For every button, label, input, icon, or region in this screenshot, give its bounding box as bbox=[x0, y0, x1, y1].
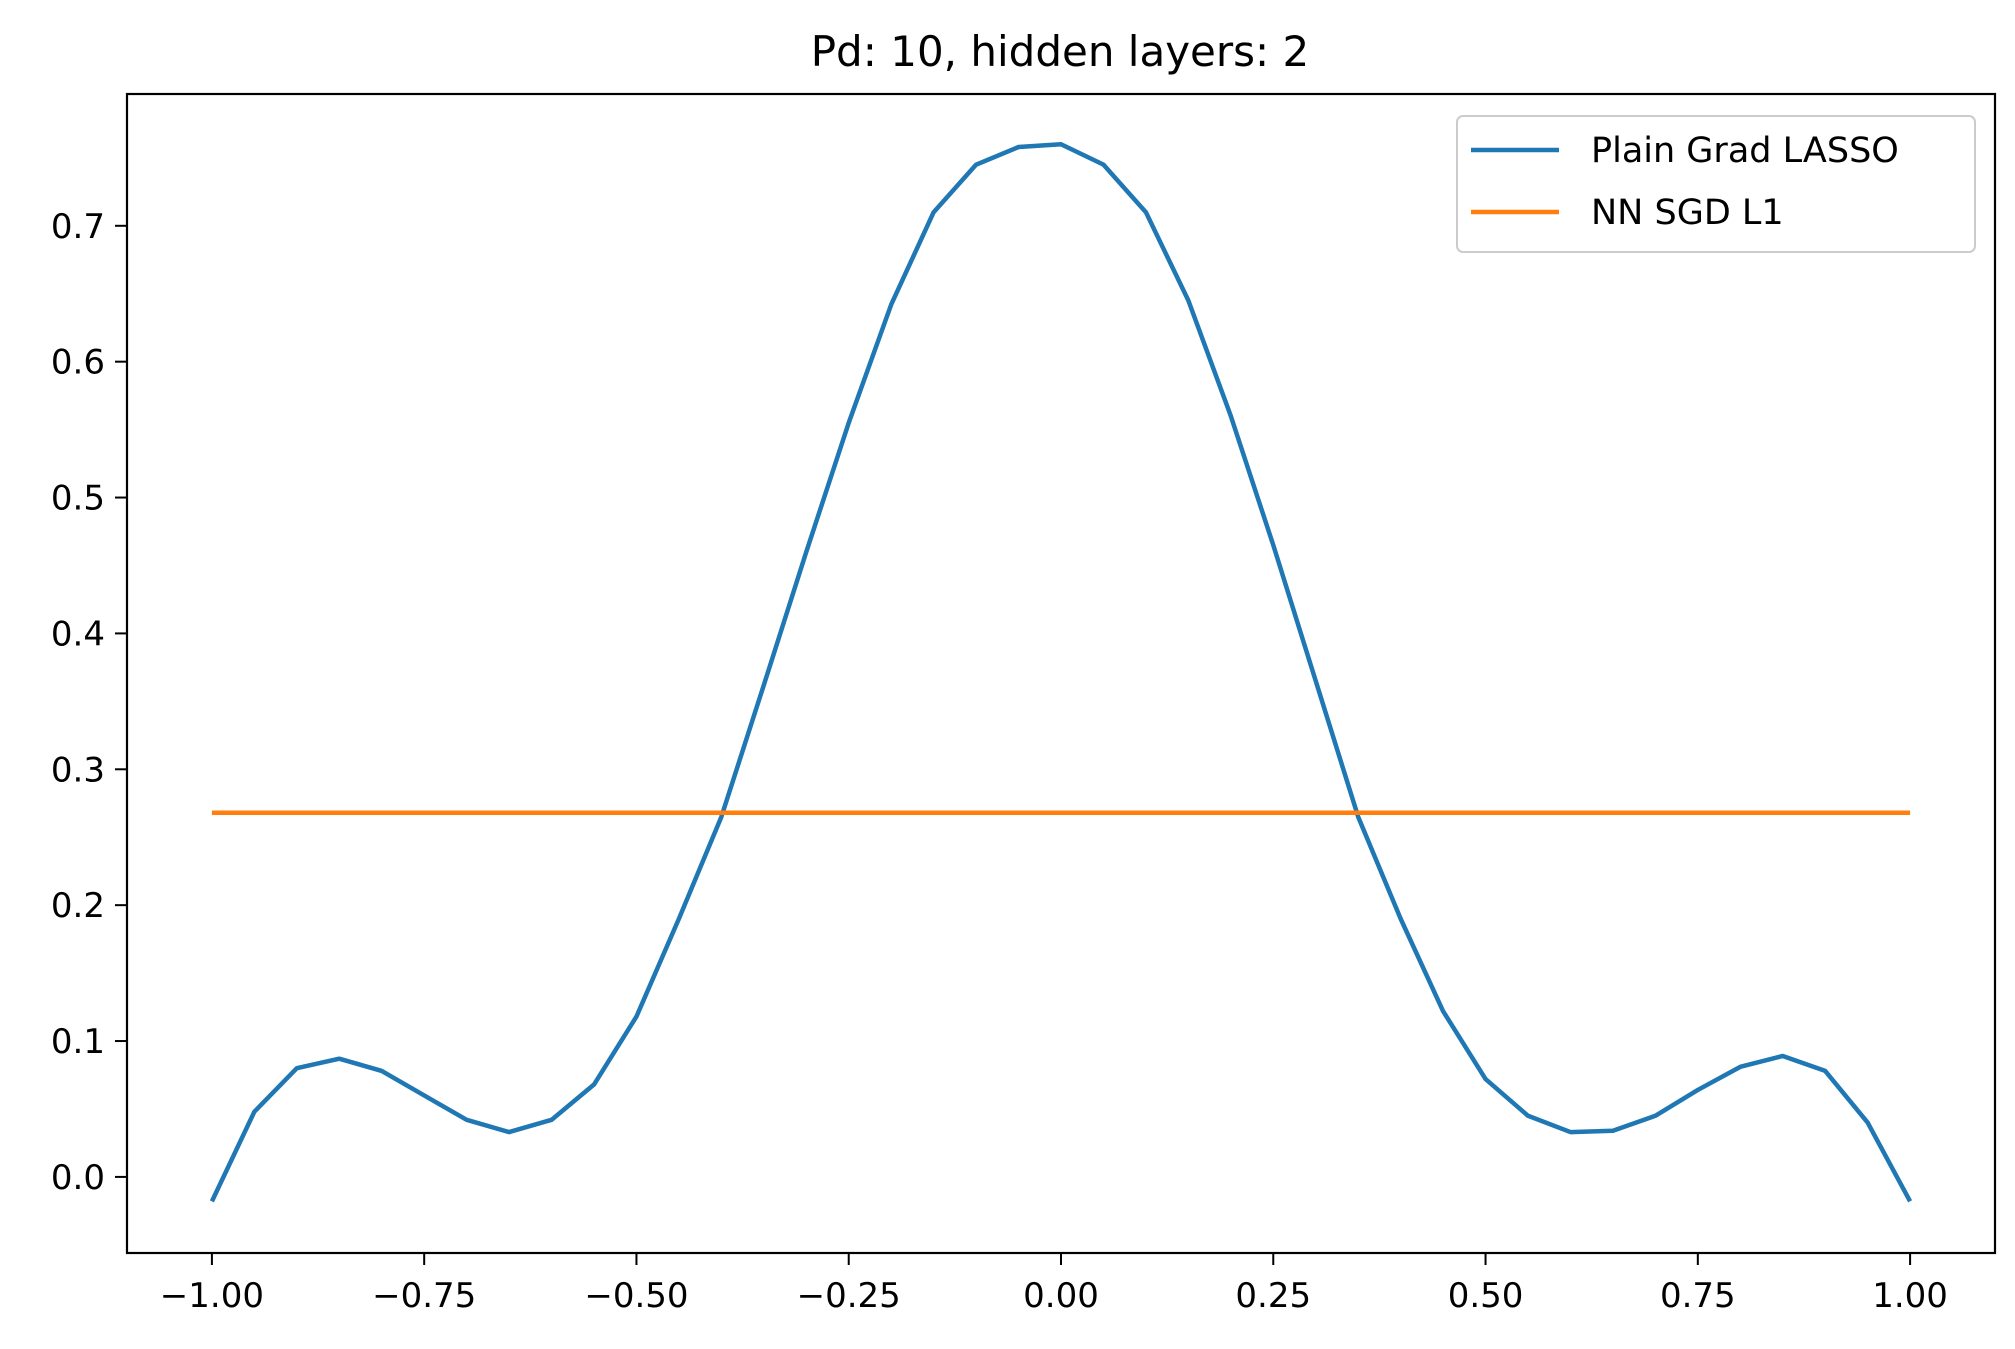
x-tick-label: 1.00 bbox=[1872, 1276, 1948, 1316]
legend-label-1: NN SGD L1 bbox=[1591, 193, 1784, 233]
y-tick-label: 0.3 bbox=[51, 750, 105, 790]
plot-area bbox=[127, 94, 1995, 1253]
legend-label-0: Plain Grad LASSO bbox=[1591, 131, 1899, 171]
axes-layer: −1.00 −0.75 −0.50 −0.25 0.00 0.25 0.50 0.75 1.00… bbox=[51, 92, 1997, 1316]
series-layer bbox=[209, 142, 1913, 1203]
x-tick-label: −0.50 bbox=[584, 1276, 688, 1316]
x-tick-label: −0.25 bbox=[797, 1276, 901, 1316]
plot-background bbox=[127, 94, 1995, 1253]
x-tick-label: −1.00 bbox=[160, 1276, 264, 1316]
y-tick-label: 0.7 bbox=[51, 207, 105, 247]
x-tick-label: −0.75 bbox=[372, 1276, 476, 1316]
x-tick-label: 0.75 bbox=[1660, 1276, 1736, 1316]
x-tick-label: 0.25 bbox=[1235, 1276, 1311, 1316]
x-tick-label: 0.00 bbox=[1023, 1276, 1099, 1316]
legend-box bbox=[1456, 115, 1976, 253]
legend: Plain Grad LASSO NN SGD L1 bbox=[1456, 115, 1976, 253]
y-tick-label: 0.1 bbox=[51, 1022, 105, 1062]
y-tick-label: 0.0 bbox=[51, 1158, 105, 1198]
y-tick-label: 0.5 bbox=[51, 479, 105, 519]
y-tick-label: 0.6 bbox=[51, 343, 105, 383]
y-tick-label: 0.2 bbox=[51, 886, 105, 926]
chart-title: Pd: 10, hidden layers: 2 bbox=[811, 27, 1310, 76]
series-line-0 bbox=[209, 142, 1913, 1203]
x-tick-label: 0.50 bbox=[1448, 1276, 1524, 1316]
y-tick-label: 0.4 bbox=[51, 614, 105, 654]
